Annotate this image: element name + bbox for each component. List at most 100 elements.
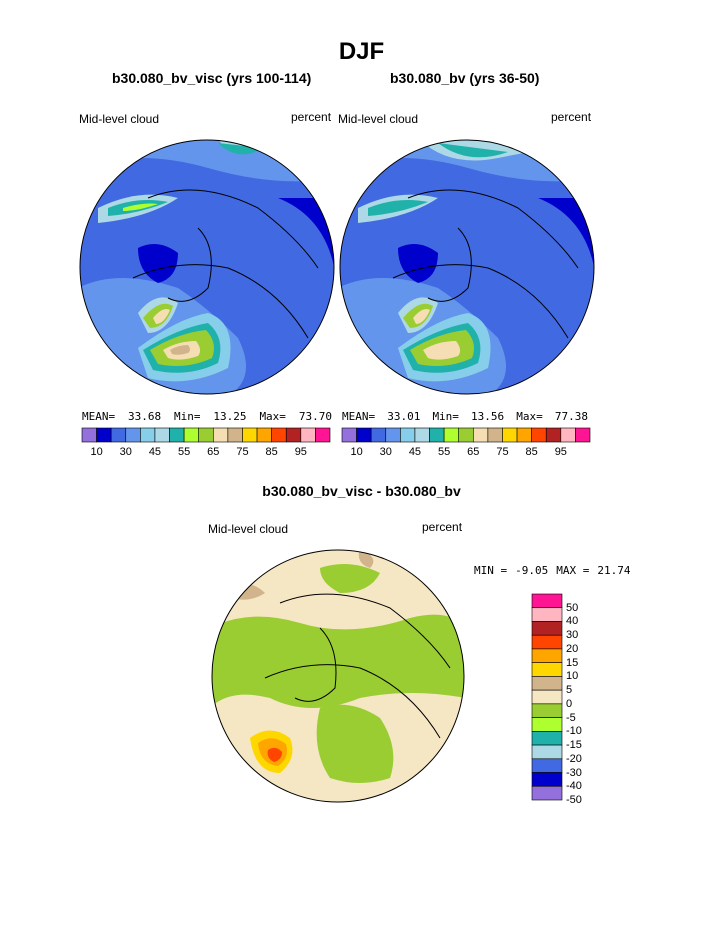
mean-value: 33.68 bbox=[128, 410, 162, 423]
colorbar-tick-label: 55 bbox=[437, 446, 451, 458]
figure-title: DJF bbox=[338, 38, 385, 65]
panel-1-colorbar-ticks: 10 30 45 55 65 75 85 95 bbox=[82, 446, 330, 460]
colorbar-tick-label: 95 bbox=[294, 446, 307, 458]
min-value: 13.56 bbox=[471, 410, 505, 423]
colorbar-swatch bbox=[81, 427, 97, 443]
colorbar-swatch bbox=[400, 427, 416, 443]
colorbar-swatch bbox=[212, 427, 229, 443]
colorbar-swatch bbox=[370, 427, 387, 443]
colorbar-tick-label: 50 bbox=[566, 601, 579, 614]
colorbar-swatch bbox=[575, 427, 591, 443]
colorbar-swatch bbox=[198, 427, 214, 443]
panel-2-colorbar-ticks: 10 30 45 55 65 75 85 95 bbox=[342, 446, 590, 460]
colorbar-swatch bbox=[531, 758, 563, 773]
colorbar-swatch bbox=[242, 427, 258, 443]
colorbar-tick-label: -40 bbox=[566, 780, 582, 793]
min-label: Min= bbox=[174, 410, 201, 423]
colorbar-swatch bbox=[385, 427, 401, 443]
difference-title: b30.080_bv_visc - b30.080_bv bbox=[262, 483, 461, 499]
colorbar-swatch bbox=[96, 427, 112, 443]
min-label: Min= bbox=[432, 410, 459, 423]
colorbar-swatch bbox=[315, 427, 331, 443]
colorbar-tick-label: 10 bbox=[350, 446, 363, 458]
colorbar-swatch bbox=[356, 427, 372, 443]
max-label: Max= bbox=[516, 410, 543, 423]
max-value: 77.38 bbox=[554, 410, 588, 423]
min-value: -9.05 bbox=[515, 564, 549, 577]
colorbar-swatch bbox=[140, 427, 156, 443]
mean-value: 33.01 bbox=[387, 410, 421, 423]
colorbar-tick-label: 45 bbox=[148, 446, 162, 458]
panel-2-title: b30.080_bv (yrs 36-50) bbox=[390, 70, 540, 86]
max-value: 73.70 bbox=[298, 410, 332, 423]
colorbar-swatch bbox=[531, 785, 563, 801]
panel-1-title: b30.080_bv_visc (yrs 100-114) bbox=[112, 70, 312, 86]
colorbar-swatch bbox=[531, 676, 563, 691]
colorbar-swatch bbox=[531, 648, 563, 663]
difference-colorbar-ticks: 50 40 30 20 15 10 5 0 -5 -10 -15 -20 -30 -40 -50 bbox=[566, 594, 606, 806]
colorbar-swatch bbox=[531, 689, 563, 705]
colorbar-swatch bbox=[458, 427, 474, 443]
colorbar-swatch bbox=[256, 427, 272, 443]
colorbar-swatch bbox=[110, 427, 127, 443]
min-label: MIN = bbox=[474, 564, 508, 577]
difference-polar-map bbox=[211, 549, 465, 803]
colorbar-swatch bbox=[531, 744, 563, 760]
panel-2-polar-map bbox=[339, 139, 595, 395]
colorbar-swatch bbox=[531, 717, 563, 732]
colorbar-swatch bbox=[341, 427, 357, 443]
colorbar-swatch bbox=[285, 427, 302, 443]
colorbar-swatch bbox=[183, 427, 200, 443]
colorbar-tick-label: -15 bbox=[566, 739, 582, 752]
colorbar-swatch bbox=[531, 634, 563, 650]
panel-1-field-label: Mid-level cloud bbox=[79, 112, 160, 126]
difference-units: percent bbox=[422, 520, 463, 534]
colorbar-tick-label: 5 bbox=[566, 684, 573, 697]
colorbar-swatch bbox=[429, 427, 445, 443]
colorbar-tick-label: 65 bbox=[207, 446, 220, 458]
colorbar-tick-label: -5 bbox=[566, 711, 576, 724]
mean-label: MEAN= bbox=[82, 410, 116, 423]
colorbar-tick-label: 10 bbox=[90, 446, 103, 458]
mean-label: MEAN= bbox=[342, 410, 376, 423]
colorbar-swatch bbox=[531, 731, 563, 746]
colorbar-tick-label: 30 bbox=[566, 629, 579, 642]
colorbar-swatch bbox=[545, 427, 562, 443]
difference-stats: MIN = -9.05 MAX = 21.74 bbox=[474, 564, 631, 577]
colorbar-swatch bbox=[531, 703, 563, 718]
colorbar-tick-label: 55 bbox=[177, 446, 191, 458]
panel-1-stats: MEAN= 33.68 Min= 13.25 Max= 73.70 bbox=[82, 410, 332, 423]
colorbar-swatch bbox=[531, 772, 563, 787]
colorbar-swatch bbox=[414, 427, 430, 443]
colorbar-tick-label: 75 bbox=[496, 446, 509, 458]
colorbar-tick-label: -10 bbox=[566, 725, 582, 738]
panel-1-colorbar bbox=[81, 427, 331, 443]
panel-2-stats: MEAN= 33.01 Min= 13.56 Max= 77.38 bbox=[342, 410, 588, 423]
colorbar-swatch bbox=[125, 427, 141, 443]
difference-colorbar bbox=[531, 593, 563, 801]
colorbar-swatch bbox=[531, 607, 563, 622]
colorbar-tick-label: 0 bbox=[566, 697, 573, 710]
colorbar-tick-label: -50 bbox=[566, 794, 582, 806]
colorbar-swatch bbox=[169, 427, 185, 443]
colorbar-swatch bbox=[531, 662, 563, 677]
colorbar-tick-label: 45 bbox=[408, 446, 422, 458]
colorbar-tick-label: 10 bbox=[566, 670, 579, 683]
colorbar-tick-label: 75 bbox=[236, 446, 249, 458]
colorbar-tick-label: 20 bbox=[566, 642, 579, 655]
colorbar-swatch bbox=[154, 427, 170, 443]
colorbar-swatch bbox=[300, 427, 316, 443]
colorbar-swatch bbox=[472, 427, 489, 443]
colorbar-swatch bbox=[502, 427, 518, 443]
colorbar-tick-label: 40 bbox=[566, 615, 579, 628]
min-value: 13.25 bbox=[213, 410, 247, 423]
max-label: MAX = bbox=[556, 564, 590, 577]
colorbar-tick-label: 30 bbox=[379, 446, 392, 458]
max-value: 21.74 bbox=[597, 564, 631, 577]
panel-2-field-label: Mid-level cloud bbox=[338, 112, 419, 126]
colorbar-swatch bbox=[531, 621, 563, 636]
colorbar-tick-label: 30 bbox=[119, 446, 132, 458]
colorbar-swatch bbox=[271, 427, 287, 443]
colorbar-tick-label: -30 bbox=[566, 766, 582, 779]
colorbar-swatch bbox=[487, 427, 503, 443]
